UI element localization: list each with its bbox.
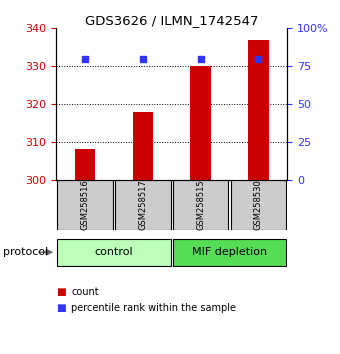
Text: MIF depletion: MIF depletion [192,247,267,257]
Text: ■: ■ [56,303,66,313]
Text: GSM258517: GSM258517 [138,179,147,230]
Bar [57,239,171,266]
Text: GSM258530: GSM258530 [254,179,263,230]
Text: control: control [95,247,133,257]
Bar [75,149,95,179]
Text: GSM258516: GSM258516 [81,179,89,230]
Bar [248,40,269,179]
Bar [173,180,228,230]
Bar [190,66,211,179]
Text: percentile rank within the sample: percentile rank within the sample [71,303,236,313]
Bar [173,239,286,266]
Text: count: count [71,287,99,297]
Point [140,56,146,62]
Title: GDS3626 / ILMN_1742547: GDS3626 / ILMN_1742547 [85,14,258,27]
Bar [57,180,113,230]
Point [82,56,88,62]
Bar [133,112,153,179]
Point [198,56,203,62]
Text: ■: ■ [56,287,66,297]
Text: protocol: protocol [3,247,49,257]
Point [256,56,261,62]
Bar [115,180,171,230]
Text: GSM258515: GSM258515 [196,179,205,230]
Bar [231,180,286,230]
